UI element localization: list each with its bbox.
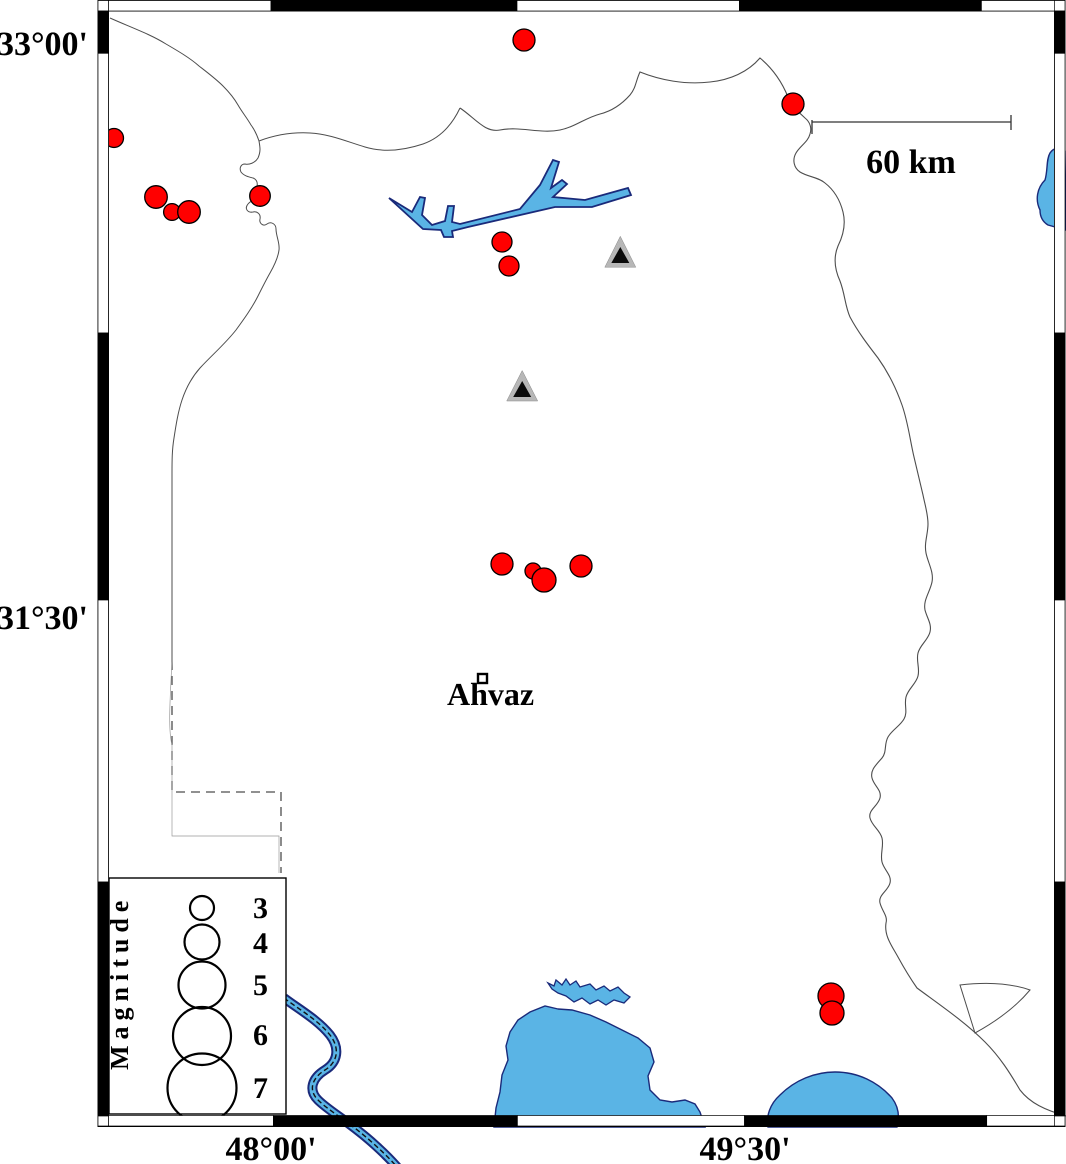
svg-text:49°30': 49°30' (699, 1131, 790, 1164)
svg-text:5: 5 (253, 969, 268, 1002)
svg-text:31°30': 31°30' (0, 600, 88, 637)
svg-text:4: 4 (253, 927, 268, 960)
svg-text:33°00': 33°00' (0, 26, 88, 63)
svg-text:7: 7 (253, 1072, 268, 1105)
svg-text:60 km: 60 km (866, 144, 956, 181)
svg-text:6: 6 (253, 1019, 268, 1052)
svg-text:Ahvaz: Ahvaz (447, 676, 534, 712)
svg-text:Magnitude: Magnitude (105, 895, 134, 1070)
svg-text:3: 3 (253, 892, 268, 925)
svg-text:48°00': 48°00' (225, 1131, 316, 1164)
